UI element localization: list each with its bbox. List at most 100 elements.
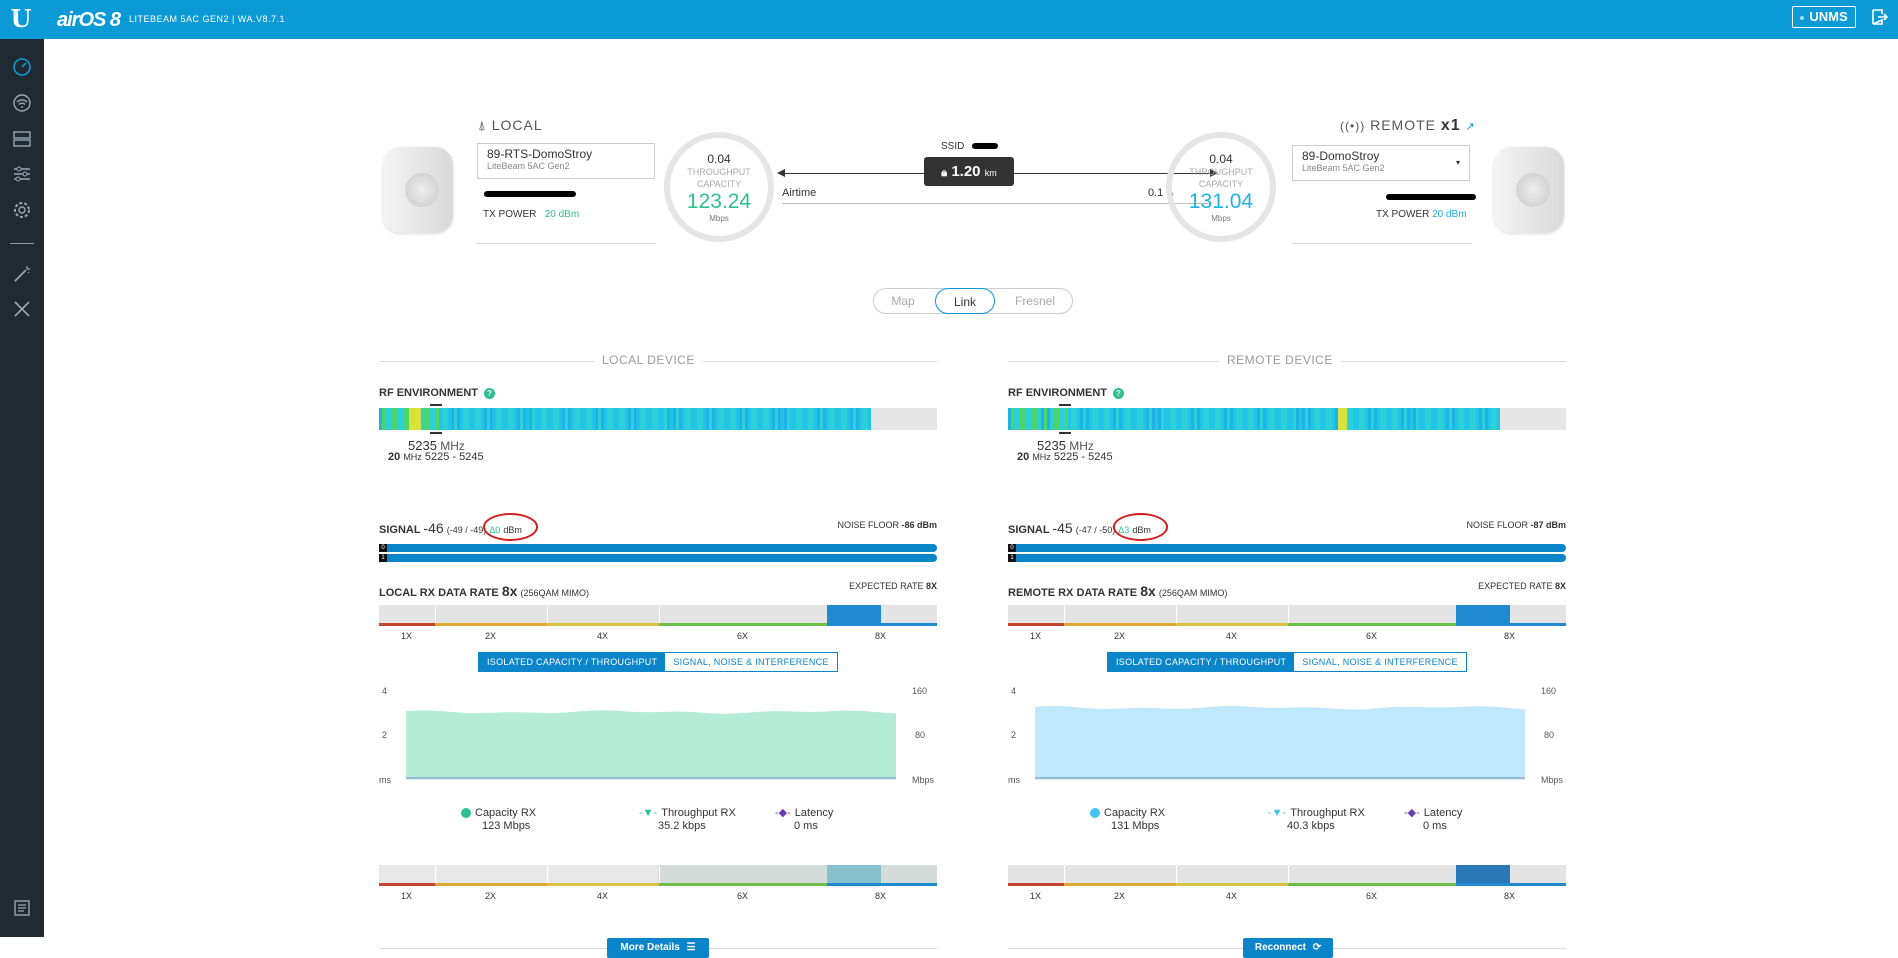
remote-tx-power: TX POWER 20 dBm bbox=[1376, 209, 1467, 220]
chain-1-tag: 1 bbox=[1008, 554, 1016, 562]
spectrum-bin bbox=[1482, 408, 1485, 430]
rate-highlight bbox=[827, 605, 881, 623]
spectrum-bin bbox=[1260, 408, 1263, 430]
spectrum-bin bbox=[862, 408, 865, 430]
rate-color-band bbox=[1008, 883, 1064, 886]
spectrum-bin bbox=[1140, 408, 1143, 430]
spectrum-bin bbox=[601, 408, 604, 430]
spectrum-bin bbox=[694, 408, 697, 430]
spectrum-bin bbox=[1098, 408, 1101, 430]
system-gear-icon[interactable] bbox=[11, 199, 33, 221]
help-icon[interactable]: ? bbox=[484, 388, 495, 399]
network-icon[interactable] bbox=[11, 128, 33, 150]
rate-divider bbox=[1064, 865, 1065, 883]
dashboard-icon[interactable] bbox=[11, 56, 33, 78]
spectrum-bin bbox=[1227, 408, 1230, 430]
spectrum-bin bbox=[1443, 408, 1446, 430]
reconnect-button[interactable]: Reconnect ⟳ bbox=[1243, 938, 1333, 958]
spectrum-bin bbox=[505, 408, 508, 430]
spectrum-bin bbox=[403, 408, 406, 430]
help-icon[interactable]: ? bbox=[1113, 388, 1124, 399]
legend-latency: -◆- Latency 0 ms bbox=[775, 807, 834, 832]
spectrum-bin bbox=[409, 408, 412, 430]
spectrum-bin bbox=[1188, 408, 1191, 430]
local-device-model: LiteBeam 5AC Gen2 bbox=[487, 161, 570, 171]
spectrum-bin bbox=[1194, 408, 1197, 430]
unms-button[interactable]: UNMS bbox=[1792, 6, 1856, 28]
spectrum-bin bbox=[577, 408, 580, 430]
spectrum-bin bbox=[502, 408, 505, 430]
chain-0-tag: 0 bbox=[1008, 544, 1016, 552]
local-device-select[interactable]: 89-RTS-DomoStroy LiteBeam 5AC Gen2 bbox=[477, 143, 655, 179]
ubiquiti-logo[interactable]: U bbox=[10, 4, 32, 33]
spectrum-bin bbox=[757, 408, 760, 430]
remote-capacity-chart bbox=[1035, 705, 1525, 780]
spectrum-bin bbox=[709, 408, 712, 430]
rate-color-band bbox=[547, 623, 659, 626]
spectrum-bin bbox=[559, 408, 562, 430]
annotation-circle bbox=[483, 513, 538, 541]
rate-color-band bbox=[827, 623, 937, 626]
spectrum-bin bbox=[571, 408, 574, 430]
spectrum-bin bbox=[1062, 408, 1065, 430]
local-label: ⍋ LOCAL bbox=[478, 117, 543, 133]
rate-tick: 1X bbox=[1030, 891, 1042, 901]
spectrum-bin bbox=[1431, 408, 1434, 430]
spectrum-bin bbox=[808, 408, 811, 430]
spectrum-bin bbox=[811, 408, 814, 430]
spectrum-bin bbox=[1059, 408, 1062, 430]
external-link-icon[interactable]: ↗ bbox=[1465, 121, 1476, 133]
tools-wand-icon[interactable] bbox=[11, 263, 33, 285]
spectrum-bin bbox=[460, 408, 463, 430]
tab-signal-noise[interactable]: SIGNAL, NOISE & INTERFERENCE bbox=[673, 657, 829, 667]
local-antenna-image bbox=[383, 147, 453, 233]
tab-signal-noise[interactable]: SIGNAL, NOISE & INTERFERENCE bbox=[1302, 657, 1458, 667]
spectrum-bin bbox=[1305, 408, 1308, 430]
spectrum-bin bbox=[796, 408, 799, 430]
tab-link[interactable]: Link bbox=[935, 288, 995, 314]
spectrum-bin bbox=[1491, 408, 1494, 430]
capacity-dot-icon bbox=[1090, 808, 1100, 819]
spectrum-bin bbox=[1083, 408, 1086, 430]
spectrum-bin bbox=[655, 408, 658, 430]
chain-0-bar bbox=[379, 544, 937, 552]
spectrum-bin bbox=[1089, 408, 1092, 430]
spectrum-bin bbox=[1206, 408, 1209, 430]
remote-device-name: 89-DomoStroy bbox=[1302, 149, 1380, 163]
spectrum-bin bbox=[1137, 408, 1140, 430]
tab-fresnel[interactable]: Fresnel bbox=[1014, 294, 1055, 308]
log-icon[interactable] bbox=[11, 897, 33, 919]
spectrum-bin bbox=[658, 408, 661, 430]
spectrum-bin bbox=[547, 408, 550, 430]
spectrum-bin bbox=[439, 408, 442, 430]
axis-unit: ms bbox=[1008, 775, 1020, 785]
spectrum-bin bbox=[1182, 408, 1185, 430]
spectrum-bin bbox=[1356, 408, 1359, 430]
spectrum-bin bbox=[739, 408, 742, 430]
tab-map[interactable]: Map bbox=[891, 294, 915, 308]
spectrum-bin bbox=[388, 408, 391, 430]
spectrum-bin bbox=[1377, 408, 1380, 430]
spectrum-bin bbox=[1224, 408, 1227, 430]
logout-icon[interactable] bbox=[1870, 8, 1888, 26]
spectrum-bin bbox=[586, 408, 589, 430]
spectrum-bin bbox=[1404, 408, 1407, 430]
spectrum-bin bbox=[838, 408, 841, 430]
tab-capacity-throughput[interactable]: ISOLATED CAPACITY / THROUGHPUT bbox=[479, 653, 666, 671]
wireless-icon[interactable] bbox=[11, 92, 33, 114]
remote-device-select[interactable]: 89-DomoStroy LiteBeam 5AC Gen2 ▾ bbox=[1292, 145, 1470, 181]
tools-icon[interactable] bbox=[11, 298, 33, 320]
rate-divider bbox=[1176, 605, 1177, 623]
tab-capacity-throughput[interactable]: ISOLATED CAPACITY / THROUGHPUT bbox=[1108, 653, 1295, 671]
axis-tick: 2 bbox=[1011, 730, 1017, 740]
spectrum-bin bbox=[625, 408, 628, 430]
rate-tick: 4X bbox=[1226, 891, 1238, 901]
more-details-button[interactable]: More Details ☰ bbox=[607, 938, 709, 958]
latency-line-icon: -◆- bbox=[1404, 807, 1420, 819]
spectrum-bin bbox=[1122, 408, 1125, 430]
spectrum-bin bbox=[514, 408, 517, 430]
services-icon[interactable] bbox=[11, 163, 33, 185]
spectrum-bin bbox=[793, 408, 796, 430]
spectrum-bin bbox=[532, 408, 535, 430]
spectrum-bin bbox=[1296, 408, 1299, 430]
